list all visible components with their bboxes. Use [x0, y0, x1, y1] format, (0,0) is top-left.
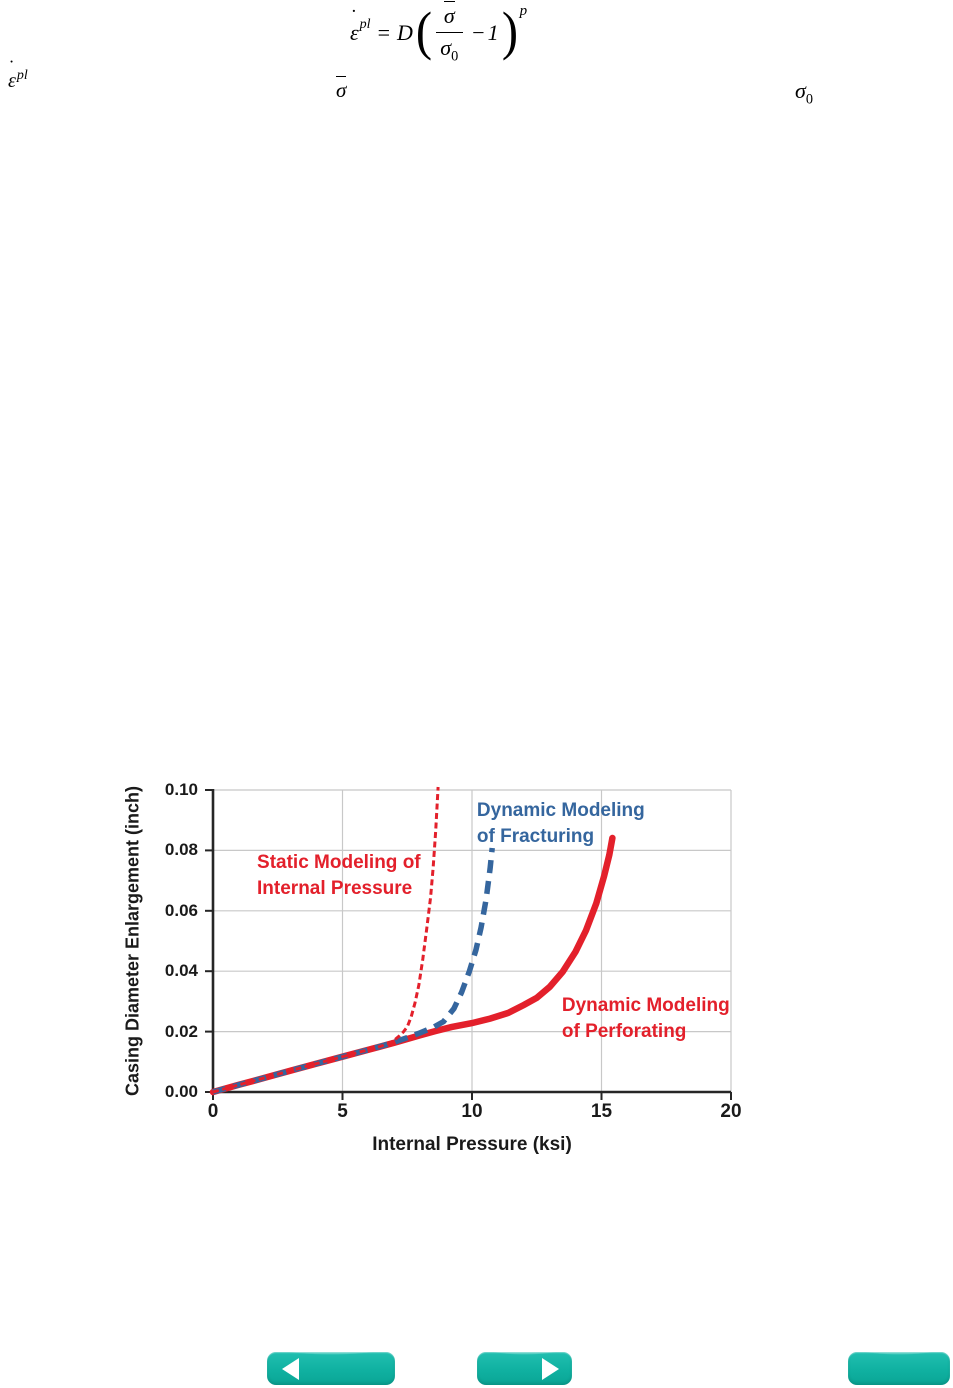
series-dynamic-modeling-of-perforating [209, 834, 616, 1096]
sigma-bar: σ [336, 76, 347, 102]
series-static-modeling-of-internal-pressure [212, 786, 440, 1094]
epsilon-base: ε [8, 70, 16, 92]
casing-enlargement-chart [205, 786, 732, 1100]
left-arrow-icon [282, 1357, 299, 1380]
x-tick-label: 20 [720, 1101, 742, 1122]
sigma-base: σ [795, 78, 806, 103]
x-tick-label: 0 [207, 1101, 219, 1122]
sigma-base: σ [440, 34, 452, 60]
yield-stress-denominator: σ0 [440, 33, 458, 65]
epsilon-dot-symbol: ˙ ε [350, 7, 359, 46]
stress-ratio-fraction: σ σ0 [435, 0, 463, 65]
right-arrow-icon [542, 1357, 559, 1380]
pl-superscript: pl [359, 17, 371, 32]
x-tick-label: 15 [590, 1101, 613, 1122]
y-tick-label: 0.04 [164, 961, 198, 981]
open-paren: ( [415, 1, 432, 61]
zero-subscript: 0 [805, 91, 814, 108]
y-tick-label: 0.08 [164, 840, 198, 860]
series-annotation: Static Modeling of Internal Pressure [257, 852, 421, 900]
x-tick-label: 10 [461, 1101, 483, 1122]
close-paren: ) [501, 1, 518, 61]
y-tick-label: 0.10 [164, 780, 198, 799]
y-tick-label: 0.06 [164, 900, 198, 920]
dot-accent: ˙ [8, 57, 15, 79]
coefficient-D: D [396, 20, 413, 45]
equals-sign: = [377, 20, 390, 45]
next-page-button[interactable] [477, 1352, 572, 1385]
y-tick-label: 0.02 [164, 1021, 198, 1041]
plastic-strain-rate-equation: ˙ ε pl = D ( σ σ0 −1 ) p [350, 0, 528, 65]
y-axis-title: Casing Diameter Enlargement (inch) [122, 785, 143, 1097]
x-tick-label: 5 [337, 1101, 348, 1122]
inline-effective-stress-symbol: σ [336, 76, 347, 103]
bottom-right-nav-button[interactable] [848, 1352, 950, 1385]
dot-accent: ˙ [350, 5, 358, 30]
pl-superscript: pl [16, 68, 28, 83]
minus-one: −1 [470, 20, 501, 45]
previous-page-button[interactable] [267, 1352, 395, 1385]
sigma-bar: σ [443, 0, 455, 28]
inline-strain-rate-symbol: ˙ εpl [8, 58, 28, 93]
y-tick-label: 0.00 [164, 1082, 198, 1101]
exponent-p: p [519, 2, 528, 19]
epsilon-base: ε [350, 20, 359, 45]
x-axis-title: Internal Pressure (ksi) [372, 1134, 572, 1155]
series-annotation: Dynamic Modeling of Fracturing [476, 799, 645, 847]
inline-yield-stress-symbol: σ0 [795, 78, 813, 108]
effective-stress-numerator: σ [435, 0, 463, 33]
series-annotation: Dynamic Modeling of Perforating [561, 994, 730, 1042]
zero-subscript: 0 [451, 48, 459, 65]
